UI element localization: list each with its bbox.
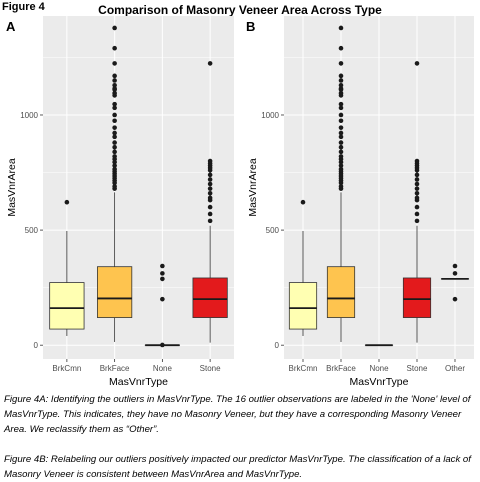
outlier-point xyxy=(112,83,117,88)
panel-b: B 0 500 1000 BrkCmn BrkFace None Stone Other MasV… xyxy=(246,16,474,388)
outlier-point xyxy=(112,113,117,118)
outlier-point xyxy=(339,78,344,83)
outlier-point xyxy=(453,271,458,276)
outlier-point xyxy=(415,196,420,201)
outlier-point xyxy=(112,26,117,31)
outlier-point xyxy=(415,205,420,210)
outlier-point xyxy=(415,191,420,196)
outlier-point xyxy=(208,186,213,191)
caption-4b: Figure 4B: Relabeling our outliers posit… xyxy=(4,452,476,482)
caption-4a: Figure 4A: Identifying the outliers in M… xyxy=(4,392,476,437)
y-tick-label: 500 xyxy=(25,226,39,235)
box-body xyxy=(97,267,131,318)
outlier-point xyxy=(339,135,344,140)
outlier-point xyxy=(112,118,117,123)
outlier-point xyxy=(415,219,420,224)
outlier-point xyxy=(208,61,213,66)
outlier-point xyxy=(112,135,117,140)
outlier-point xyxy=(415,182,420,187)
outlier-point xyxy=(112,125,117,130)
outlier-point xyxy=(339,102,344,107)
outlier-point xyxy=(112,131,117,136)
boxplot-figure: A 0 500 1000 BrkCmn BrkFace None Stone MasVnrTyp… xyxy=(0,0,480,392)
x-tick-label: BrkFace xyxy=(326,364,356,373)
outlier-point xyxy=(339,140,344,145)
outlier-point xyxy=(339,150,344,155)
outlier-point xyxy=(112,140,117,145)
x-tick-label: None xyxy=(153,364,173,373)
y-tick-label: 500 xyxy=(266,226,280,235)
x-axis-title: MasVnrType xyxy=(109,376,168,388)
outlier-point xyxy=(339,125,344,130)
box-body xyxy=(193,278,227,318)
outlier-point xyxy=(339,145,344,150)
outlier-point xyxy=(112,150,117,155)
outlier-point xyxy=(415,212,420,217)
x-tick-label: Stone xyxy=(407,364,428,373)
panel-tag-b: B xyxy=(246,19,255,34)
outlier-point xyxy=(415,186,420,191)
outlier-point xyxy=(112,102,117,107)
outlier-point xyxy=(208,177,213,182)
y-tick-label: 1000 xyxy=(261,111,279,120)
outlier-point xyxy=(415,173,420,178)
outlier-point xyxy=(112,145,117,150)
outlier-point xyxy=(301,200,306,205)
x-tick-label: None xyxy=(369,364,389,373)
y-tick-label: 1000 xyxy=(20,111,38,120)
y-tick-label: 0 xyxy=(34,341,39,350)
box-body xyxy=(289,283,316,330)
y-tick-label: 0 xyxy=(275,341,280,350)
y-axis-title: MasVnrArea xyxy=(247,158,259,217)
outlier-point xyxy=(160,277,165,282)
x-tick-label: BrkCmn xyxy=(289,364,318,373)
outlier-point xyxy=(112,74,117,79)
outlier-point xyxy=(160,271,165,276)
outlier-point xyxy=(112,154,117,159)
panel-a: A 0 500 1000 BrkCmn BrkFace None Stone MasVnrTyp… xyxy=(6,16,234,388)
outlier-point xyxy=(208,219,213,224)
outlier-point xyxy=(208,196,213,201)
outlier-point xyxy=(453,297,458,302)
outlier-point xyxy=(160,264,165,269)
outlier-point xyxy=(339,61,344,66)
x-tick-label: Stone xyxy=(200,364,221,373)
x-axis-title: MasVnrType xyxy=(350,376,409,388)
outlier-point xyxy=(415,61,420,66)
panel-tag-a: A xyxy=(6,19,16,34)
outlier-point xyxy=(112,78,117,83)
outlier-point xyxy=(339,83,344,88)
y-axis-title: MasVnrArea xyxy=(6,158,18,217)
box-body xyxy=(50,283,84,330)
outlier-point xyxy=(339,113,344,118)
outlier-point xyxy=(415,177,420,182)
outlier-point xyxy=(112,46,117,51)
outlier-point xyxy=(208,173,213,178)
outlier-point xyxy=(160,343,165,348)
x-tick-label: BrkFace xyxy=(100,364,130,373)
outlier-point xyxy=(415,159,420,164)
outlier-point xyxy=(208,159,213,164)
outlier-point xyxy=(339,74,344,79)
outlier-point xyxy=(208,191,213,196)
outlier-point xyxy=(208,182,213,187)
outlier-point xyxy=(208,212,213,217)
outlier-point xyxy=(65,200,70,205)
outlier-point xyxy=(339,26,344,31)
box-body xyxy=(327,267,354,318)
outlier-point xyxy=(339,118,344,123)
outlier-point xyxy=(453,264,458,269)
x-tick-label: BrkCmn xyxy=(52,364,81,373)
outlier-point xyxy=(339,154,344,159)
outlier-point xyxy=(339,131,344,136)
outlier-point xyxy=(160,297,165,302)
outlier-point xyxy=(112,61,117,66)
outlier-point xyxy=(208,205,213,210)
outlier-point xyxy=(339,46,344,51)
box-body xyxy=(403,278,430,318)
x-tick-label: Other xyxy=(445,364,465,373)
